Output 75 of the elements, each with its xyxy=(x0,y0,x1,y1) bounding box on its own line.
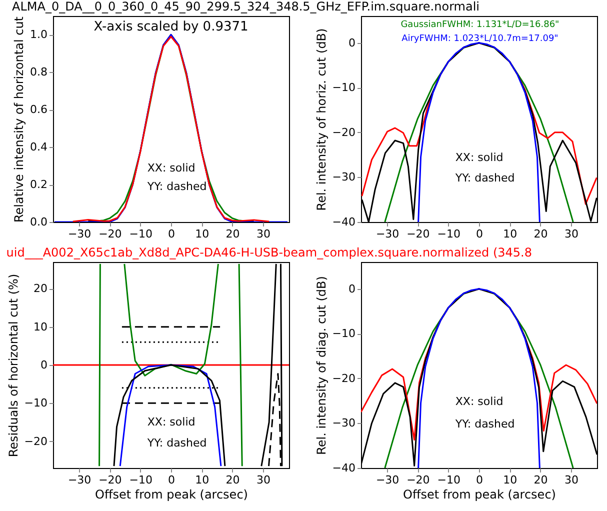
y-axis-title: Relative intensity of horizontal cut xyxy=(12,16,26,223)
line-series xyxy=(384,288,574,468)
y-tick-label: 0 xyxy=(40,358,48,372)
x-tick-label: −30 xyxy=(68,474,92,486)
chart-title: ALMA_0_DA__0_0_360_0_45_90_299.5_324_348.5_GHz_EFP.im.square.normali xyxy=(12,0,480,14)
y-tick-label: 10 xyxy=(34,320,48,334)
y-tick-label: 0 xyxy=(348,282,356,296)
line-series xyxy=(72,36,270,222)
y-tick-label: −10 xyxy=(332,327,356,340)
y-tick-label: −10 xyxy=(24,396,48,410)
x-tick-label: −10 xyxy=(437,228,460,240)
x-tick-label: −30 xyxy=(68,228,92,240)
y-tick-label: −30 xyxy=(332,170,356,184)
annotation: XX: solid xyxy=(455,151,504,164)
y-tick-label: 0.4 xyxy=(30,140,48,154)
x-tick-label: −30 xyxy=(376,474,400,486)
y-tick-label: −20 xyxy=(332,126,356,139)
x-tick-label: 30 xyxy=(564,474,578,486)
x-tick-label: 20 xyxy=(226,228,240,240)
y-tick-label: −20 xyxy=(24,434,48,448)
y-tick-label: −40 xyxy=(332,216,356,228)
annotation: AiryFWHM: 1.023*L/10.7m=17.09" xyxy=(402,34,558,44)
line-series xyxy=(54,34,288,222)
x-tick-label: 0 xyxy=(168,228,175,240)
y-tick-label: 20 xyxy=(34,282,48,296)
x-tick-label: 10 xyxy=(503,474,518,486)
y-tick-label: −10 xyxy=(332,81,356,94)
annotation: GaussianFWHM: 1.131*L/D=16.86" xyxy=(400,20,560,30)
annotation: X-axis scaled by 0.9371 xyxy=(94,19,248,34)
chart-title: uid___A002_X65c1ab_Xd8d_APC-DA46-H-USB-beam_complex.square.normalized (345.8 xyxy=(6,246,532,260)
y-tick-label: 0.8 xyxy=(30,66,48,79)
annotation: XX: solid xyxy=(147,416,196,429)
annotation: YY: dashed xyxy=(146,436,207,450)
y-tick-label: 0.6 xyxy=(30,103,48,116)
line-series xyxy=(384,42,574,222)
y-tick-label: −30 xyxy=(332,416,356,430)
line-series xyxy=(418,42,540,222)
x-tick-label: −20 xyxy=(98,228,122,240)
x-tick-label: 20 xyxy=(226,474,240,486)
annotation: XX: solid xyxy=(455,395,504,408)
x-tick-label: 0 xyxy=(168,474,175,486)
annotation: YY: dashed xyxy=(454,172,515,185)
x-axis-title: Offset from peak (arcsec) xyxy=(95,488,248,502)
x-tick-label: 30 xyxy=(564,228,578,240)
x-tick-label: −10 xyxy=(129,474,152,486)
x-tick-label: 0 xyxy=(476,228,483,240)
x-tick-label: 30 xyxy=(256,228,270,240)
y-tick-label: −40 xyxy=(332,462,356,474)
x-tick-label: −10 xyxy=(437,474,460,486)
y-tick-label: 1.0 xyxy=(30,28,48,42)
x-tick-label: 10 xyxy=(195,474,210,486)
y-axis-title: Residuals of horizontal cut (%) xyxy=(6,274,20,458)
annotation: YY: dashed xyxy=(454,418,515,431)
x-tick-label: 20 xyxy=(534,228,548,240)
x-tick-label: 10 xyxy=(503,228,518,240)
x-tick-label: −20 xyxy=(406,228,430,240)
x-tick-label: 10 xyxy=(195,228,210,240)
x-tick-label: −10 xyxy=(129,228,152,240)
annotation: XX: solid xyxy=(147,161,196,174)
x-tick-label: 30 xyxy=(256,474,270,486)
x-tick-label: −20 xyxy=(406,474,430,486)
line-series xyxy=(119,364,222,467)
x-tick-label: −30 xyxy=(376,228,400,240)
y-tick-label: 0 xyxy=(348,36,356,50)
x-axis-title: Offset from peak (arcsec) xyxy=(403,488,556,502)
x-tick-label: 20 xyxy=(534,474,548,486)
annotation: YY: dashed xyxy=(146,180,207,193)
y-tick-label: −20 xyxy=(332,372,356,385)
y-tick-label: 0.2 xyxy=(30,178,48,192)
y-axis-title: Rel. intensity of horiz. cut (dB) xyxy=(314,28,328,211)
line-series xyxy=(418,288,540,468)
x-tick-label: −20 xyxy=(98,474,122,486)
y-tick-label: 0.0 xyxy=(30,216,48,228)
y-axis-title: Rel. intensity of diag. cut (dB) xyxy=(314,276,328,455)
x-tick-label: 0 xyxy=(476,474,483,486)
